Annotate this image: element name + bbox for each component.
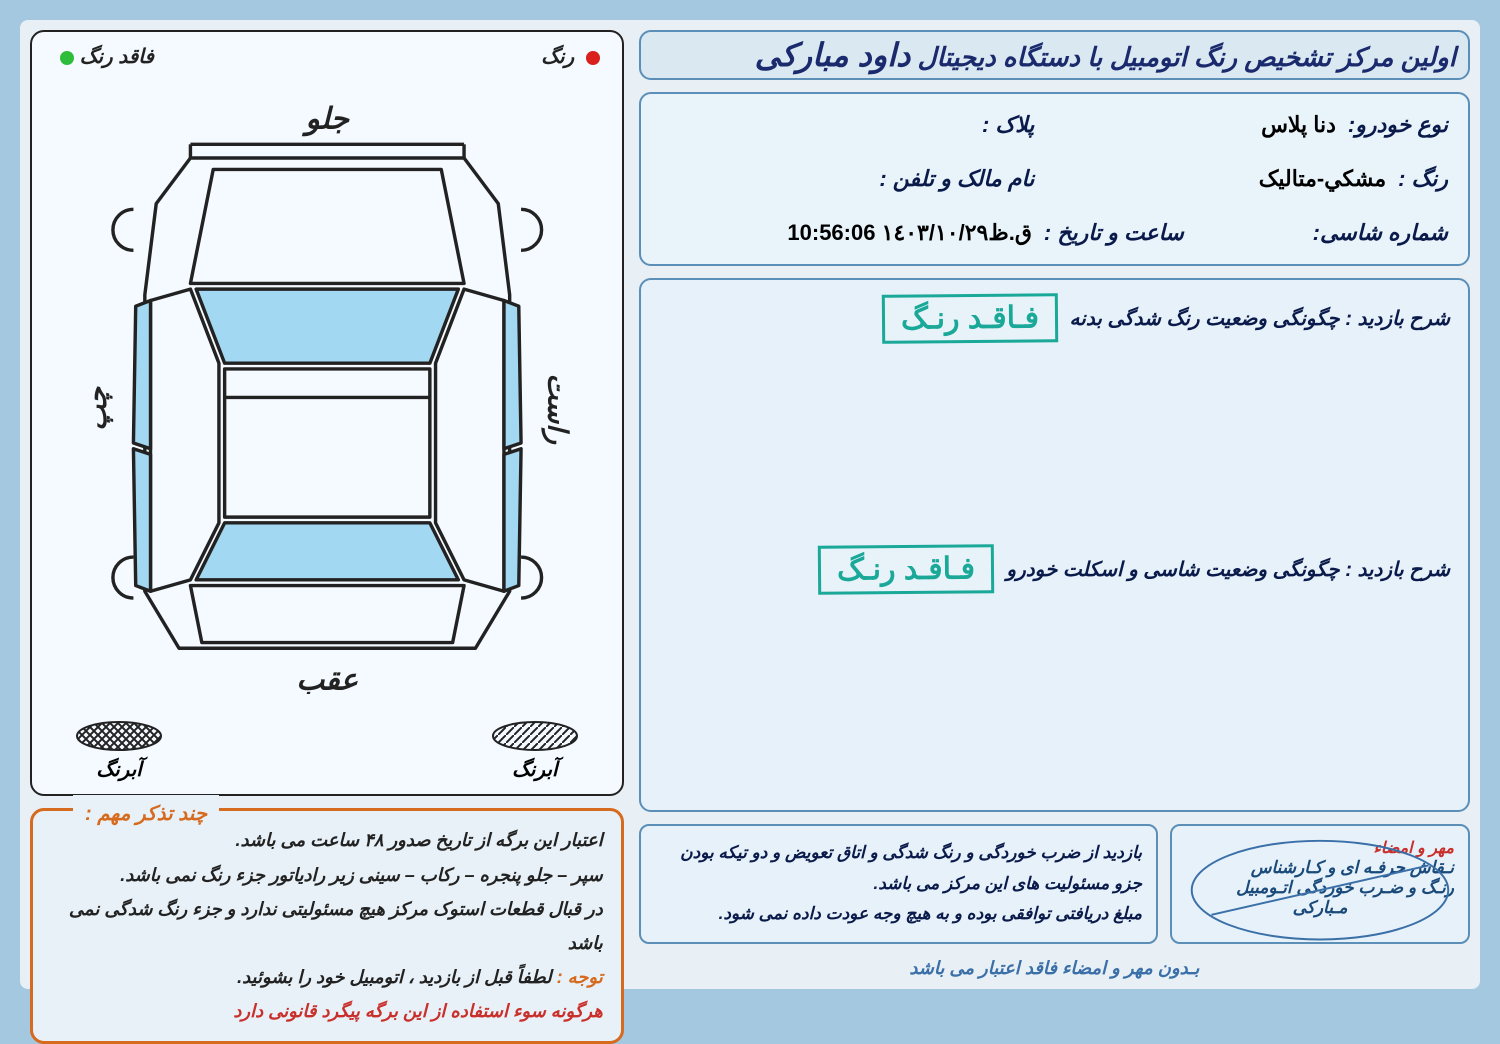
responsibility-notes: بازدید از ضرب خوردگی و رنگ شدگی و اتاق ت… (639, 824, 1158, 944)
legend-nocolor-dot (60, 51, 74, 65)
hatch-diag-label: آبرنگ (512, 757, 558, 782)
reminder-line-3: در قبال قطعات استوک مرکز هیچ مسئولیتی ند… (51, 892, 603, 960)
car-type-value: دنا پلاس (1261, 112, 1336, 138)
datetime-label: ساعت و تاریخ : (1044, 220, 1184, 246)
reminder-line-2: سپر – جلو پنجره – رکاب – سینی زیر رادیات… (51, 858, 603, 892)
legend-nocolor: فاقد رنگ (54, 44, 154, 69)
reminder-line-4: توجه : لطفاً قبل از بازدید ، اتومبیل خود… (51, 960, 603, 994)
hatch-legend-diag: آبرنگ (490, 719, 580, 782)
datetime-value: ق.ظ١٤٠٣/١٠/٢٩ 10:56:06 (787, 220, 1032, 246)
color-value: مشکي-متالیک (1259, 166, 1386, 192)
car-top-view-diagram: جلو عقب چپ راست (67, 101, 587, 694)
inspection-box: شرح بازدید : چگونگی وضعیت رنگ شدگی بدنه … (639, 278, 1470, 812)
color-label: رنگ : (1398, 166, 1448, 192)
hatch-cross-icon (74, 719, 164, 753)
signature-box: مهر و امضاء نـقاش حرفـه ای و کـارشناس رن… (1170, 824, 1470, 944)
note-line-2: جزو مسئولیت های این مرکز می باشد. (655, 869, 1142, 900)
car-type-label: نوع خودرو: (1348, 112, 1448, 138)
legend-color-dot (586, 51, 600, 65)
reminder-line-5: هرگونه سوء استفاده از این برگه پیگرد قان… (51, 994, 603, 1028)
svg-text:چپ: چپ (81, 386, 114, 431)
signature-line-2: رنـگ و ضـرب خوردگی اتـومبیل (1186, 878, 1454, 898)
inspection-body-label: شرح بازدید : چگونگی وضعیت رنگ شدگی بدنه (1070, 306, 1450, 331)
stamp-no-paint-chassis: فـاقـد رنـگ (818, 544, 994, 595)
reminder-title: چند تذکر مهم : (73, 795, 219, 833)
inspection-chassis-label: شرح بازدید : چگونگی وضعیت شاسی و اسکلت خ… (1006, 557, 1450, 582)
invalid-without-stamp: بـدون مهر و امضاء فاقد اعتبار می باشد (639, 958, 1470, 979)
note-line-1: بازدید از ضرب خوردگی و رنگ شدگی و اتاق ت… (655, 838, 1142, 869)
svg-text:عقب: عقب (296, 663, 358, 694)
legend-color: رنگ (541, 44, 600, 69)
svg-text:راست: راست (540, 373, 573, 444)
vehicle-info-box: نوع خودرو: دنا پلاس پلاک : رنگ : مشکي-مت… (639, 92, 1470, 266)
hatch-cross-label: آبرنگ (96, 757, 142, 782)
hatch-diag-icon (490, 719, 580, 753)
signature-title: مهر و امضاء (1186, 838, 1454, 858)
plate-label: پلاک : (982, 112, 1034, 138)
reminder-l4-prefix: توجه : (557, 967, 603, 987)
car-diagram-box: رنگ فاقد رنگ جلو عقب چپ راست (30, 30, 624, 796)
reminder-l4-text: لطفاً قبل از بازدید ، اتومبیل خود را بشو… (237, 967, 552, 987)
legend-nocolor-label: فاقد رنگ (80, 46, 154, 68)
reminder-box: چند تذکر مهم : اعتبار این برگه از تاریخ … (30, 808, 624, 1043)
note-line-3: مبلغ دریافتی توافقی بوده و به هیچ وجه عو… (655, 899, 1142, 930)
legend-color-label: رنگ (541, 46, 574, 68)
hatch-legend-cross: آبرنگ (74, 719, 164, 782)
chassis-label: شماره شاسی: (1313, 220, 1448, 246)
owner-label: نام مالک و تلفن : (879, 166, 1034, 192)
svg-text:جلو: جلو (301, 102, 349, 136)
header-name: داود مبارکی (755, 37, 911, 73)
header-title: اولین مرکز تشخیص رنگ اتومبیل با دستگاه د… (639, 30, 1470, 80)
header-prefix: اولین مرکز تشخیص رنگ اتومبیل با دستگاه د… (918, 42, 1456, 72)
stamp-no-paint-body: فـاقـد رنـگ (881, 293, 1057, 344)
signature-line-3: مـبارکی (1186, 898, 1454, 918)
signature-line-1: نـقاش حرفـه ای و کـارشناس (1186, 858, 1454, 878)
